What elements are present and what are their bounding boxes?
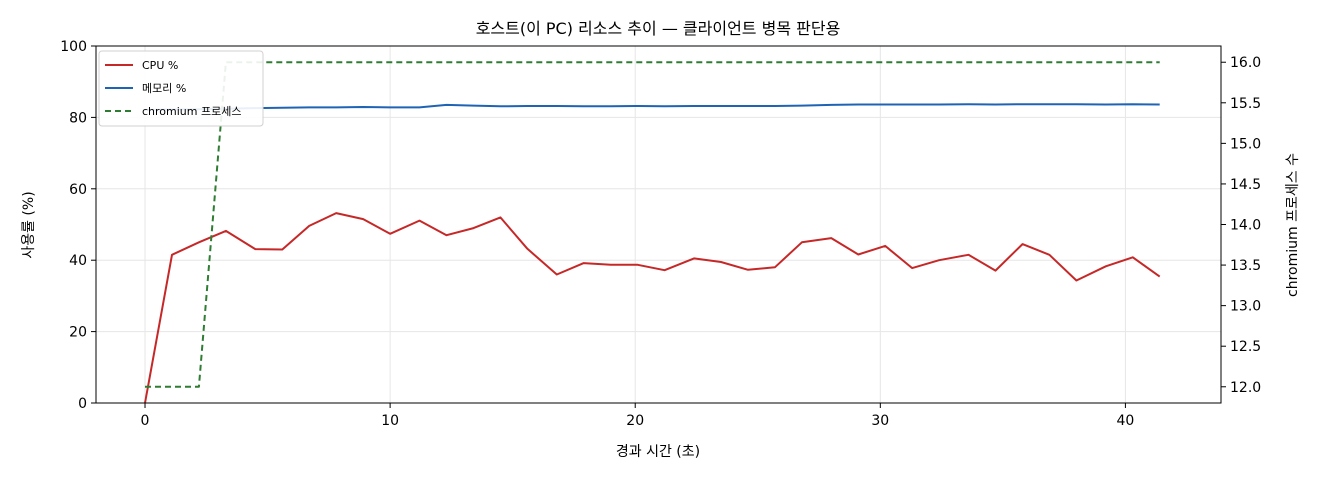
y-left-tick-label: 80 xyxy=(69,110,87,126)
x-axis-title: 경과 시간 (초) xyxy=(616,444,700,460)
series-line-1 xyxy=(144,103,1160,111)
y-left-tick-label: 60 xyxy=(69,182,87,198)
y-right-tick-label: 15.0 xyxy=(1230,136,1261,152)
y-right-tick-label: 13.5 xyxy=(1230,258,1261,274)
y-left-tick-label: 20 xyxy=(69,325,87,341)
legend-box xyxy=(98,50,264,127)
y-axis-right-title: chromium 프로세스 수 xyxy=(1285,153,1301,297)
y-right-tick-label: 12.0 xyxy=(1230,380,1261,396)
series-layer xyxy=(144,61,1161,404)
y-right-tick-label: 16.0 xyxy=(1230,55,1261,71)
y-right-tick-label: 14.5 xyxy=(1230,177,1261,193)
y-left-tick-label: 100 xyxy=(60,39,87,55)
x-tick-label: 10 xyxy=(381,413,399,429)
x-tick-label: 40 xyxy=(1116,413,1134,429)
plot-frame xyxy=(95,45,1222,404)
y-right-tick-label: 15.5 xyxy=(1230,96,1261,112)
chart-title: 호스트(이 PC) 리소스 추이 — 클라이언트 병목 판단용 xyxy=(476,19,841,38)
y-right-tick-label: 12.5 xyxy=(1230,339,1261,355)
y-axis-left-title: 사용률 (%) xyxy=(21,191,37,258)
series-line-2 xyxy=(145,61,1160,388)
grid-layer xyxy=(96,45,1221,404)
series-line-0 xyxy=(144,212,1161,404)
legend-label-0: CPU % xyxy=(142,59,178,72)
y-right-tick-label: 13.0 xyxy=(1230,299,1261,315)
x-tick-label: 0 xyxy=(141,413,150,429)
legend-label-1: 메모리 % xyxy=(142,82,186,95)
ticks-layer: 0 10 20 30 40 0 20 40 60 80 100 12.0 12.5 13.0 13.5 14.… xyxy=(60,39,1261,429)
x-tick-label: 20 xyxy=(626,413,644,429)
y-left-tick-label: 40 xyxy=(69,253,87,269)
y-left-tick-label: 0 xyxy=(78,396,87,412)
legend: CPU % 메모리 % chromium 프로세스 xyxy=(98,50,264,127)
y-right-tick-label: 14.0 xyxy=(1230,218,1261,234)
legend-label-2: chromium 프로세스 xyxy=(142,105,241,118)
x-tick-label: 30 xyxy=(871,413,889,429)
